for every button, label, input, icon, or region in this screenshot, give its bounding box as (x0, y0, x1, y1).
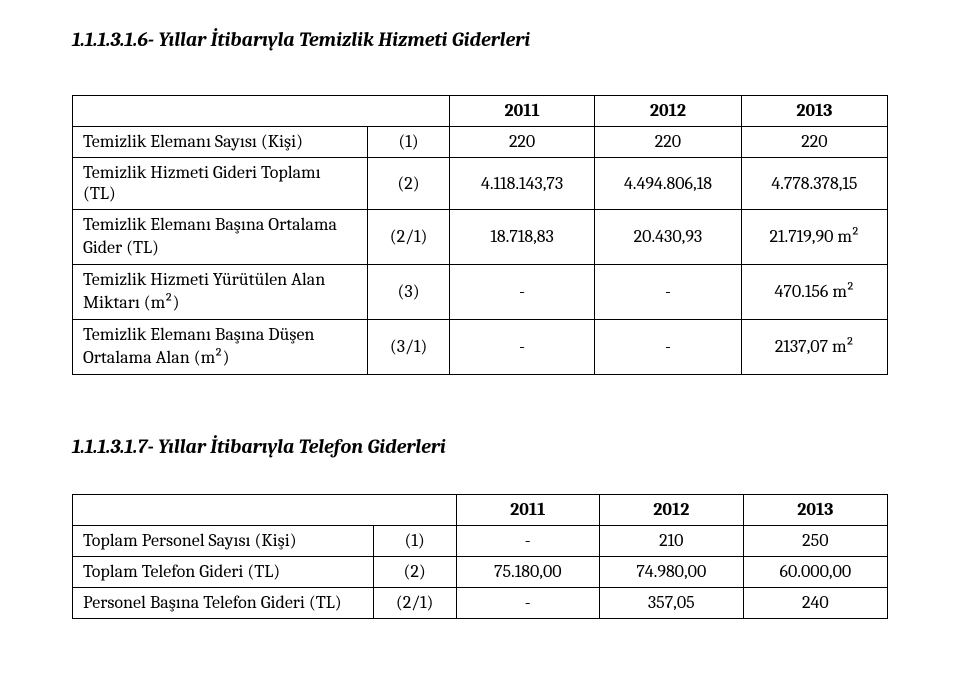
header-empty-label (73, 495, 374, 526)
row-val-1: - (456, 526, 599, 557)
row-label: Temizlik Hizmeti Yürütülen Alan Miktarı … (73, 265, 368, 320)
section1-heading: 1.1.1.3.1.6- Yıllar İtibarıyla Temizlik … (72, 28, 888, 51)
row-val-2: 74.980,00 (599, 557, 743, 588)
header-year-1: 2011 (456, 495, 599, 526)
row-label: Temizlik Elemanı Sayısı (Kişi) (73, 127, 368, 158)
row-label: Temizlik Hizmeti Gideri Toplamı (TL) (73, 158, 368, 210)
row-val-1: 75.180,00 (456, 557, 599, 588)
section2-table: 2011 2012 2013 Toplam Personel Sayısı (K… (72, 494, 888, 619)
row-code: (1) (368, 127, 450, 158)
row-val-2: 220 (595, 127, 742, 158)
row-code: (3/1) (368, 320, 450, 375)
row-code: (1) (373, 526, 456, 557)
header-year-1: 2011 (450, 96, 595, 127)
table-row: Temizlik Hizmeti Yürütülen Alan Miktarı … (73, 265, 888, 320)
header-empty-code (368, 96, 450, 127)
row-val-3: 60.000,00 (743, 557, 887, 588)
section1-table: 2011 2012 2013 Temizlik Elemanı Sayısı (… (72, 95, 888, 375)
row-val-3: 2137,07 m² (741, 320, 887, 375)
row-val-3: 240 (743, 588, 887, 619)
row-val-1: - (450, 265, 595, 320)
row-val-1: - (456, 588, 599, 619)
header-empty-label (73, 96, 368, 127)
header-year-3: 2013 (743, 495, 887, 526)
row-code: (2) (373, 557, 456, 588)
header-empty-code (373, 495, 456, 526)
row-val-2: 210 (599, 526, 743, 557)
section2-heading: 1.1.1.3.1.7- Yıllar İtibarıyla Telefon G… (72, 435, 888, 458)
row-val-2: 20.430,93 (595, 210, 742, 265)
row-val-3: 4.778.378,15 (741, 158, 887, 210)
row-code: (2/1) (373, 588, 456, 619)
row-val-1: 18.718,83 (450, 210, 595, 265)
table-row: Toplam Telefon Gideri (TL) (2) 75.180,00… (73, 557, 888, 588)
row-label: Personel Başına Telefon Gideri (TL) (73, 588, 374, 619)
table-row: Temizlik Elemanı Başına Düşen Ortalama A… (73, 320, 888, 375)
table-row: Personel Başına Telefon Gideri (TL) (2/1… (73, 588, 888, 619)
table-row: Temizlik Elemanı Sayısı (Kişi) (1) 220 2… (73, 127, 888, 158)
header-year-2: 2012 (595, 96, 742, 127)
row-label: Temizlik Elemanı Başına Ortalama Gider (… (73, 210, 368, 265)
page-container: 1.1.1.3.1.6- Yıllar İtibarıyla Temizlik … (0, 0, 960, 619)
row-val-3: 21.719,90 m² (741, 210, 887, 265)
table-header-row: 2011 2012 2013 (73, 96, 888, 127)
table-row: Temizlik Hizmeti Gideri Toplamı (TL) (2)… (73, 158, 888, 210)
row-label: Temizlik Elemanı Başına Düşen Ortalama A… (73, 320, 368, 375)
row-label: Toplam Telefon Gideri (TL) (73, 557, 374, 588)
table-header-row: 2011 2012 2013 (73, 495, 888, 526)
row-code: (3) (368, 265, 450, 320)
row-code: (2) (368, 158, 450, 210)
row-val-2: 357,05 (599, 588, 743, 619)
header-year-3: 2013 (741, 96, 887, 127)
row-val-3: 470.156 m² (741, 265, 887, 320)
row-val-1: - (450, 320, 595, 375)
row-val-2: 4.494.806,18 (595, 158, 742, 210)
row-val-3: 250 (743, 526, 887, 557)
table-row: Temizlik Elemanı Başına Ortalama Gider (… (73, 210, 888, 265)
row-code: (2/1) (368, 210, 450, 265)
row-label: Toplam Personel Sayısı (Kişi) (73, 526, 374, 557)
row-val-1: 4.118.143,73 (450, 158, 595, 210)
row-val-2: - (595, 265, 742, 320)
row-val-1: 220 (450, 127, 595, 158)
row-val-3: 220 (741, 127, 887, 158)
table-row: Toplam Personel Sayısı (Kişi) (1) - 210 … (73, 526, 888, 557)
header-year-2: 2012 (599, 495, 743, 526)
row-val-2: - (595, 320, 742, 375)
